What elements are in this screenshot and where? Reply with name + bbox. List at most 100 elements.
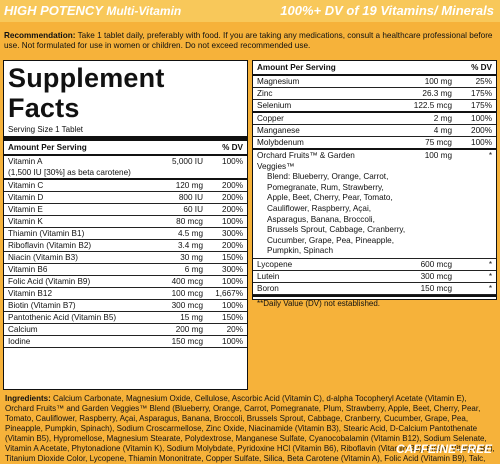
ingredients-section: Ingredients: Calcium Carbonate, Magnesiu… [3, 394, 497, 463]
nutrient-row: Magnesium 100 mg 25% [253, 76, 496, 88]
nutrient-row: Iodine 150 mcg 100% [4, 336, 247, 348]
blend-line: Asparagus, Banana, Broccoli, [267, 214, 375, 224]
ingredients-text-block: Ingredients: Calcium Carbonate, Magnesiu… [3, 394, 497, 464]
nutrient-name: Lycopene [257, 259, 293, 269]
blend-line: Apple, Beet, Cherry, Pear, Tomato, [267, 193, 393, 203]
nutrient-amount: 26.3 mg [422, 89, 452, 98]
nutrient-name: Copper [257, 114, 284, 123]
nutrient-name: Manganese [257, 126, 300, 135]
nutrient-row: Selenium 122.5 mcg 175% [253, 100, 496, 113]
nutrient-amount: 100 mg [424, 77, 452, 86]
nutrient-row: Vitamin C 120 mg 200% [4, 180, 247, 192]
nutrient-dv: 300% [222, 265, 243, 274]
nutrient-dv: 200% [222, 181, 243, 190]
nutrient-amount: 200 mg [175, 325, 203, 334]
nutrient-amount: 300 mcg [420, 271, 452, 281]
nutrient-row: Molybdenum 75 mcg 100% [253, 137, 496, 150]
nutrient-row: Pantothenic Acid (Vitamin B5) 15 mg 150% [4, 312, 247, 324]
nutrient-row: Riboflavin (Vitamin B2) 3.4 mg 200% [4, 240, 247, 252]
nutrient-name: Vitamin E [8, 205, 43, 214]
nutrient-name: Selenium [257, 101, 292, 110]
nutrient-row: Zinc 26.3 mg 175% [253, 88, 496, 100]
nutrient-dv: 1,667% [215, 289, 243, 298]
blend-header-row: Orchard Fruits™ & Garden Veggies™ 100 mg… [257, 151, 492, 172]
nutrient-amount: 2 mg [433, 114, 452, 123]
nutrient-amount: 60 IU [183, 205, 203, 214]
nutrient-dv: 100% [222, 157, 243, 166]
nutrient-dv: 100% [471, 114, 492, 123]
nutrient-row: Vitamin D 800 IU 200% [4, 192, 247, 204]
nutrient-name: Biotin (Vitamin B7) [8, 301, 76, 310]
dv-header: % DV [222, 143, 243, 152]
recommendation-label: Recommendation: [4, 31, 76, 40]
supplement-facts-right-panel: Amount Per Serving % DV Magnesium 100 mg 2… [252, 60, 497, 308]
nutrient-amount: 80 mcg [176, 217, 203, 226]
blend-amount: 100 mg [424, 151, 452, 160]
nutrient-row: Vitamin E 60 IU 200% [4, 204, 247, 216]
nutrient-name: Magnesium [257, 77, 300, 86]
nutrient-dv: 150% [222, 253, 243, 262]
nutrient-dv: 200% [222, 205, 243, 214]
blend-line: Pumpkin, Spinach [267, 246, 333, 256]
nutrient-amount: 100 mcg [171, 289, 203, 298]
nutrient-dv: 200% [471, 126, 492, 135]
nutrient-dv: * [488, 283, 492, 293]
nutrient-row: Lutein 300 mcg * [253, 271, 496, 283]
nutrient-name: Thiamin (Vitamin B1) [8, 229, 85, 238]
mineral-list: Magnesium 100 mg 25% Zinc 26.3 mg 175% Seleniu… [253, 76, 496, 150]
supplement-facts-title: Supplement Facts [8, 63, 165, 123]
recommendation-text: Take 1 tablet daily, preferably with foo… [4, 31, 493, 51]
nutrient-amount: 800 IU [178, 193, 203, 202]
nutrient-name: Folic Acid (Vitamin B9) [8, 277, 91, 286]
carotenoid-list: Lycopene 600 mcg * Lutein 300 mcg * Boron 150 m… [253, 259, 496, 295]
nutrient-dv: 200% [222, 193, 243, 202]
nutrient-name: Molybdenum [257, 138, 304, 147]
nutrient-name: Boron [257, 283, 279, 293]
nutrient-dv: 100% [471, 138, 492, 147]
dv-header-right: % DV [471, 63, 492, 72]
nutrient-dv: 100% [222, 337, 243, 346]
nutrient-name: Iodine [8, 337, 31, 346]
nutrient-dv [203, 167, 243, 178]
nutrient-name: Vitamin C [8, 181, 44, 190]
blend-ingredients: Blend: Blueberry, Orange, Carrot, Pomegra… [267, 172, 492, 257]
left-table-header: Amount Per Serving % DV [4, 141, 247, 156]
nutrient-row: Thiamin (Vitamin B1) 4.5 mg 300% [4, 228, 247, 240]
nutrient-amount: 150 mcg [171, 337, 203, 346]
product-strength-heading: HIGH POTENCY Multi-Vitamin [4, 3, 181, 18]
nutrient-dv: 20% [226, 325, 243, 334]
nutrient-name: Riboflavin (Vitamin B2) [8, 241, 92, 250]
nutrient-name: Vitamin K [8, 217, 43, 226]
nutrient-row: Vitamin K 80 mcg 100% [4, 216, 247, 228]
right-table-header: Amount Per Serving % DV [253, 61, 496, 76]
nutrient-dv: 175% [471, 89, 492, 98]
nutrient-amount: 400 mcg [171, 277, 203, 286]
dv-footnote: **Daily Value (DV) not established. [253, 294, 496, 310]
top-band [0, 0, 500, 22]
nutrient-amount: 300 mcg [171, 301, 203, 310]
nutrient-amount: 4 mg [433, 126, 452, 135]
nutrient-amount: 75 mcg [425, 138, 452, 147]
serving-size: Serving Size 1 Tablet [4, 123, 247, 141]
nutrient-name: Vitamin A [8, 157, 43, 166]
nutrient-amount: 600 mcg [420, 259, 452, 269]
amount-header: Amount Per Serving [8, 143, 87, 152]
nutrient-name: Vitamin B12 [8, 289, 52, 298]
recommendation: Recommendation: Take 1 tablet daily, pre… [4, 31, 498, 51]
nutrient-dv: * [488, 259, 492, 269]
nutrient-name: Pantothenic Acid (Vitamin B5) [8, 313, 117, 322]
nutrient-dv: 100% [222, 217, 243, 226]
nutrient-amount: 120 mg [175, 181, 203, 190]
nutrient-row: Vitamin A 5,000 IU 100% [4, 156, 247, 167]
nutrient-dv: 175% [471, 101, 492, 110]
nutrient-dv: 200% [222, 241, 243, 250]
nutrient-amount: 15 mg [180, 313, 203, 322]
nutrient-dv: 25% [475, 77, 492, 86]
nutrient-amount: 5,000 IU [172, 157, 203, 166]
blend-line: Pomegranate, Rum, Strawberry, [267, 182, 384, 192]
nutrient-amount: 3.4 mg [177, 241, 203, 250]
nutrient-name: Zinc [257, 89, 273, 98]
nutrient-dv: 100% [222, 277, 243, 286]
nutrient-row: Niacin (Vitamin B3) 30 mg 150% [4, 252, 247, 264]
nutrient-dv: 300% [222, 229, 243, 238]
